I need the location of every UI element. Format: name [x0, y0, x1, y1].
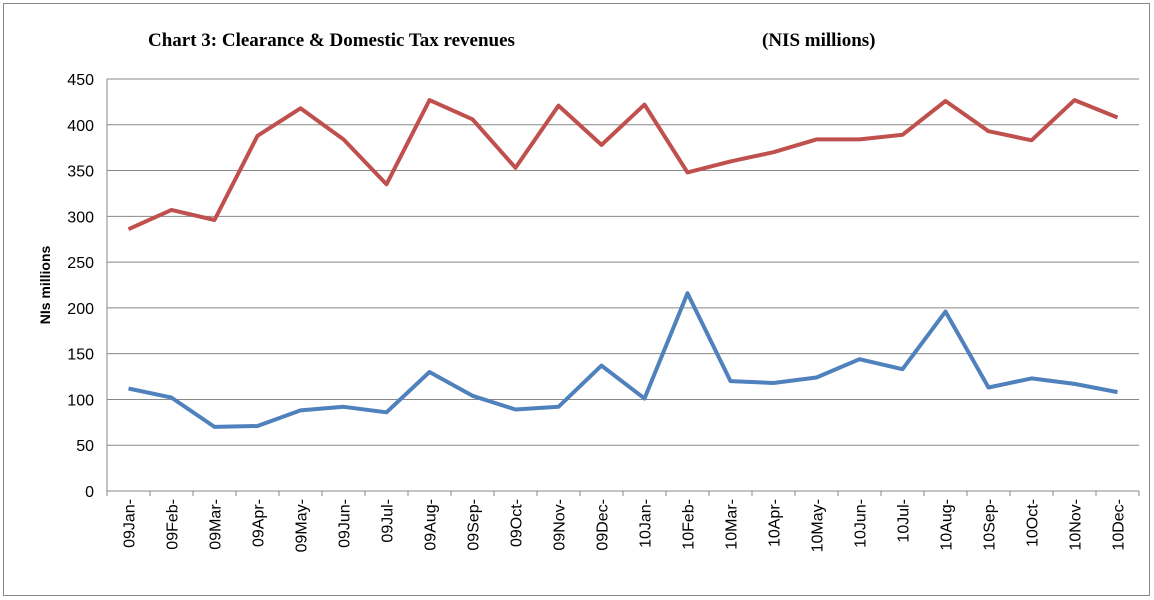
x-tick-label: 10Dec-	[1111, 499, 1128, 551]
x-tick-label: 09May-	[294, 499, 311, 552]
y-tick-label: 450	[67, 72, 94, 89]
x-tick-label: 09Dec-	[595, 499, 612, 551]
chart-border	[3, 3, 1150, 596]
x-tick-label: 09Sep-	[466, 499, 483, 551]
x-tick-label: 10Feb-	[681, 499, 698, 550]
x-tick-label: 09Aug-	[423, 499, 440, 551]
chart-subtitle: (NIS millions)	[762, 30, 876, 51]
x-tick-label: 10Aug-	[939, 499, 956, 551]
y-axis-label: NIs millions	[37, 246, 53, 325]
x-tick-label: 10Jun-	[853, 499, 870, 548]
series-line	[127, 98, 1119, 232]
series-line	[128, 291, 1118, 429]
y-tick-label: 400	[67, 118, 94, 135]
x-tick-label: 09Jun-	[337, 499, 354, 548]
y-tick-label: 250	[67, 255, 94, 272]
y-tick-label: 200	[67, 301, 94, 318]
x-tick-label: 10Mar-	[724, 499, 741, 550]
y-tick-label: 100	[67, 392, 94, 409]
x-tick-label: 10Jan-	[638, 499, 655, 548]
x-tick-label: 10Jul-	[896, 499, 913, 543]
x-tick-label: 10Nov-	[1068, 499, 1085, 551]
x-tick-label: 09Mar-	[208, 499, 225, 550]
x-tick-label: 09Apr-	[251, 499, 268, 547]
x-tick-label: 09Jan-	[122, 499, 139, 548]
y-tick-label: 300	[67, 209, 94, 226]
y-tick-label: 150	[67, 347, 94, 364]
chart-title: Chart 3: Clearance & Domestic Tax revenu…	[148, 30, 515, 51]
x-tick-label: 09Feb-	[165, 499, 182, 550]
x-tick-label: 10Sep-	[982, 499, 999, 551]
y-tick-label: 350	[67, 164, 94, 181]
y-tick-label: 0	[85, 484, 94, 501]
x-tick-label: 09Oct-	[509, 499, 526, 547]
x-tick-label: 10May-	[810, 499, 827, 552]
x-tick-label: 10Oct-	[1025, 499, 1042, 547]
x-tick-label: 10Apr-	[767, 499, 784, 547]
x-tick-label: 09Jul-	[380, 499, 397, 543]
x-tick-label: 09Nov-	[552, 499, 569, 551]
y-tick-label: 50	[76, 438, 94, 455]
